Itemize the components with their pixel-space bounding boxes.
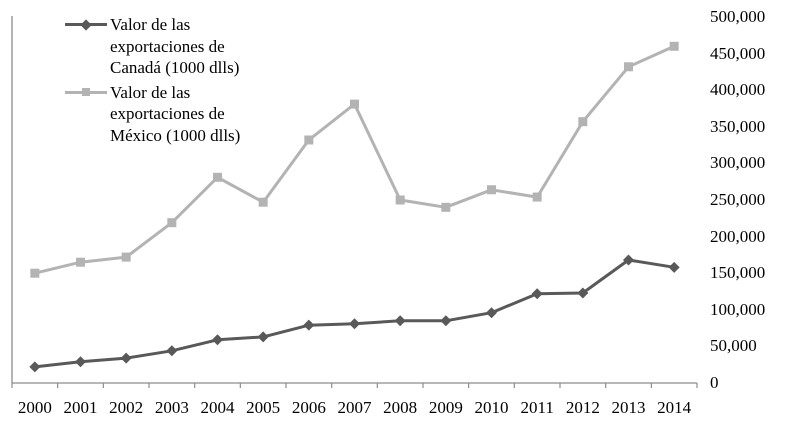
chart-legend: Valor de las exportaciones de Canadá (10… <box>65 14 295 149</box>
x-tick-label: 2000 <box>17 398 52 417</box>
data-point-square <box>532 192 542 202</box>
legend-label-mexico-3: México (1000 dlls) <box>110 125 241 145</box>
x-tick-label: 2005 <box>246 398 281 417</box>
y-tick-label: 0 <box>710 373 719 392</box>
x-tick-label: 2004 <box>200 398 235 417</box>
data-point-square <box>487 185 496 195</box>
legend-label-mexico-2: exportaciones de <box>110 104 225 123</box>
y-tick-label: 200,000 <box>710 226 766 246</box>
x-tick-label: 2009 <box>428 398 463 417</box>
data-point-square <box>213 172 222 182</box>
data-point-square <box>30 268 40 278</box>
x-tick-label: 2014 <box>657 398 692 417</box>
data-point-square <box>167 218 177 228</box>
y-tick-label: 250,000 <box>710 190 766 209</box>
square-marker-icon <box>82 88 90 96</box>
data-point-square <box>578 117 588 127</box>
legend-label-canada-3: Canadá (1000 dlls) <box>110 58 240 77</box>
legend-label-canada-1: Valor de las <box>110 15 191 34</box>
x-tick-label: 2006 <box>291 398 326 417</box>
data-point-diamond <box>394 315 406 327</box>
y-tick-label: 50,000 <box>710 336 757 356</box>
diamond-marker-icon <box>80 18 92 31</box>
data-point-diamond <box>531 288 543 300</box>
x-tick-label: 2001 <box>63 398 98 417</box>
y-tick-label: 150,000 <box>710 263 766 283</box>
series-canada <box>29 254 680 373</box>
data-point-square <box>395 195 405 205</box>
y-tick-label: 300,000 <box>710 153 766 173</box>
data-point-diamond <box>577 287 589 299</box>
data-point-diamond <box>303 319 315 331</box>
legend-item-canada: Valor de las exportaciones de Canadá (10… <box>65 14 295 79</box>
series-mexico <box>30 41 679 278</box>
x-tick-label: 2003 <box>154 398 189 417</box>
data-point-diamond <box>212 334 223 346</box>
data-point-square <box>441 202 451 212</box>
data-point-diamond <box>166 345 178 357</box>
legend-label-canada-2: exportaciones de <box>110 36 225 56</box>
y-tick-label: 350,000 <box>710 116 766 136</box>
x-tick-label: 2013 <box>611 398 646 417</box>
legend-line-mexico <box>65 88 107 96</box>
data-point-square <box>304 135 314 145</box>
data-point-square <box>258 197 268 207</box>
data-point-square <box>121 252 131 262</box>
y-tick-label: 400,000 <box>710 80 766 100</box>
data-point-diamond <box>257 331 269 343</box>
data-point-diamond <box>120 352 132 364</box>
legend-item-mexico: Valor de las exportaciones de México (10… <box>65 82 295 147</box>
chart-series <box>29 41 680 373</box>
data-point-diamond <box>440 315 452 327</box>
chart-axes <box>11 16 698 388</box>
y-tick-label: 450,000 <box>710 43 766 63</box>
y-tick-label: 500,000 <box>710 7 766 26</box>
x-tick-label: 2012 <box>565 398 600 417</box>
legend-line-canada <box>65 18 107 31</box>
y-tick-label: 100,000 <box>710 299 766 319</box>
data-point-diamond <box>668 261 680 273</box>
data-point-diamond <box>75 356 86 368</box>
legend-label-mexico-1: Valor de las <box>110 82 191 102</box>
data-point-diamond <box>29 361 41 373</box>
series-line <box>34 258 675 369</box>
x-tick-label: 2002 <box>109 398 144 417</box>
x-tick-label: 2010 <box>474 398 509 417</box>
data-point-square <box>624 62 633 72</box>
data-point-square <box>76 257 85 267</box>
data-point-square <box>350 99 359 109</box>
data-point-diamond <box>623 254 634 266</box>
x-tick-label: 2007 <box>337 398 372 417</box>
data-point-square <box>669 41 679 51</box>
x-tick-label: 2011 <box>520 398 554 417</box>
data-point-diamond <box>349 318 360 330</box>
data-point-diamond <box>486 307 497 319</box>
x-tick-label: 2008 <box>383 398 418 417</box>
